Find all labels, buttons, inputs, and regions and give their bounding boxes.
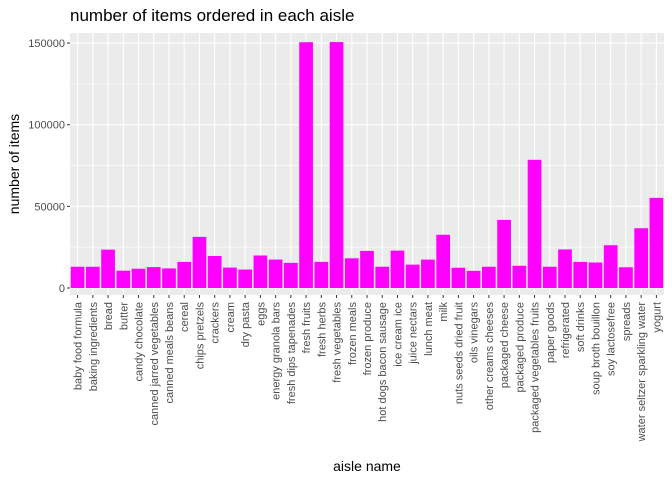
bar (619, 267, 633, 288)
bar (558, 249, 572, 288)
bar (451, 267, 466, 288)
bar (238, 269, 253, 288)
x-tick-label: candy chocolate (134, 302, 146, 382)
y-axis-ticks: 0 50000 100000 150000 (28, 38, 70, 295)
x-tick-label: soup broth bouillon (590, 302, 602, 395)
bar (268, 259, 283, 288)
x-axis-title: aisle name (333, 458, 401, 474)
y-tick-label: 100000 (28, 120, 65, 132)
x-tick-label: oils vinegars (469, 302, 481, 364)
bar (634, 228, 649, 288)
x-tick-label: hot dogs bacon sausage (377, 302, 389, 422)
bar (512, 265, 527, 288)
x-tick-label: fresh herbs (316, 302, 328, 358)
bar (314, 261, 329, 288)
bar (573, 261, 588, 288)
x-tick-label: spreads (621, 302, 633, 342)
x-tick-label: ice cream ice (392, 302, 404, 367)
x-tick-label: frozen produce (362, 302, 374, 375)
bar (390, 250, 405, 288)
bar (131, 268, 146, 288)
x-tick-label: frozen meals (347, 302, 359, 365)
chart-title: number of items ordered in each aisle (70, 6, 354, 25)
x-tick-label: eggs (255, 302, 267, 326)
bars (70, 42, 664, 288)
x-tick-label: packaged cheese (499, 302, 511, 388)
bar (344, 258, 359, 288)
x-tick-label: soy lactosefree (606, 302, 618, 376)
x-tick-label: water seltzer sparkling water (636, 302, 648, 443)
bar (421, 259, 435, 288)
x-tick-label: packaged produce (514, 302, 526, 393)
x-tick-label: cream (225, 302, 237, 333)
x-tick-label: nuts seeds dried fruit (453, 302, 465, 404)
bar (588, 262, 603, 288)
bar (207, 255, 222, 288)
bar (405, 264, 420, 288)
x-tick-label: baking ingredients (88, 302, 100, 392)
x-tick-label: canned meals beans (164, 302, 176, 404)
x-tick-label: bread (103, 302, 115, 330)
x-tick-label: energy granola bars (271, 302, 283, 400)
x-tick-label: dry pasta (240, 301, 252, 347)
bar (329, 42, 344, 288)
bar (466, 270, 481, 288)
y-tick-label: 150000 (28, 38, 65, 50)
x-tick-label: milk (438, 302, 450, 322)
bar (223, 267, 237, 288)
x-tick-label: canned jarred vegetables (149, 302, 161, 426)
bar (146, 267, 161, 288)
bar (527, 159, 542, 288)
x-tick-label: lunch meat (423, 302, 435, 356)
x-tick-label: fresh vegetables (332, 302, 344, 383)
bar (497, 219, 511, 288)
bar (299, 42, 313, 288)
x-tick-label: refrigerated (560, 302, 572, 358)
y-tick-label: 0 (59, 283, 65, 295)
bar (481, 266, 496, 288)
bar (283, 262, 298, 288)
bar (649, 197, 664, 288)
bar (177, 261, 192, 288)
x-tick-label: crackers (210, 302, 222, 344)
bar (360, 250, 374, 288)
y-axis-title: number of items (6, 114, 22, 214)
bar (436, 234, 451, 288)
x-tick-label: other creams cheeses (484, 302, 496, 411)
bar (603, 245, 618, 288)
x-tick-label: juice nectars (408, 302, 420, 365)
x-tick-label: cereal (179, 302, 191, 332)
x-tick-label: fresh dips tapenades (286, 302, 298, 405)
x-tick-label: packaged vegetables fruits (530, 302, 542, 433)
x-tick-label: baby food formula (73, 301, 85, 390)
bar (85, 266, 100, 288)
bar (542, 266, 557, 288)
bar (101, 249, 115, 288)
bar (162, 268, 176, 288)
x-axis-ticks: baby food formula baking ingredients bread… (73, 295, 663, 443)
x-tick-label: fresh fruits (301, 302, 313, 354)
bar (375, 266, 390, 288)
x-tick-label: butter (118, 302, 130, 330)
bar (192, 236, 207, 288)
bar (116, 270, 131, 288)
y-tick-label: 50000 (34, 201, 65, 213)
x-tick-label: chips pretzels (194, 302, 206, 370)
bar (253, 255, 268, 288)
x-tick-label: soft drinks (575, 302, 587, 353)
x-tick-label: paper goods (545, 302, 557, 364)
bar (70, 266, 85, 288)
x-tick-label: yogurt (651, 302, 663, 333)
